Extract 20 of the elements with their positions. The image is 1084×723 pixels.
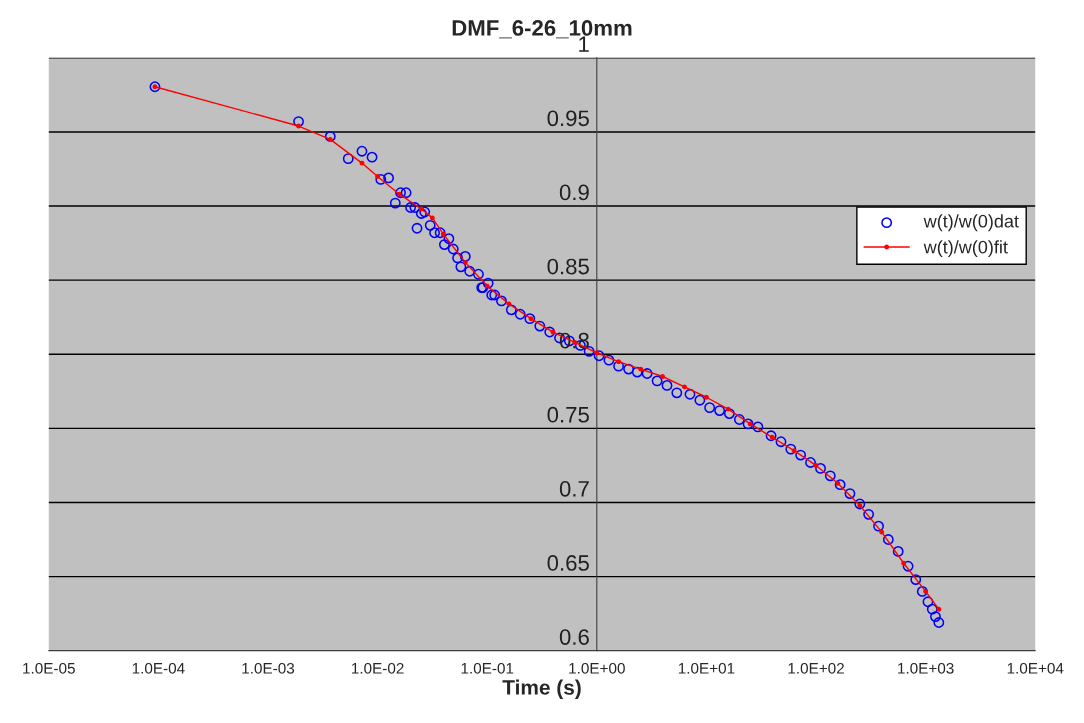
x-tick-label: 1.0E+03	[898, 662, 954, 674]
x-tick-label: 1.0E-03	[242, 662, 295, 674]
x-tick-label: 1.0E+00	[569, 662, 625, 674]
x-tick-label: 1.0E-02	[352, 662, 404, 674]
y-tick-label: 0.7	[559, 480, 589, 497]
x-tick-label: 1.0E+04	[1007, 662, 1064, 674]
x-tick-label: 1.0E-04	[132, 662, 185, 674]
x-axis-title: Time (s)	[502, 679, 581, 699]
y-tick-label: 0.9	[559, 184, 589, 201]
x-tick-label: 1.0E+02	[788, 662, 844, 674]
legend-label: w(t)/w(0)fit	[923, 240, 1008, 258]
y-tick-label: 0.95	[547, 110, 589, 127]
y-tick-label: 0.65	[547, 555, 589, 571]
legend-label: w(t)/w(0)dat	[923, 214, 1019, 232]
x-tick-label: 1.0E-01	[461, 662, 514, 674]
x-tick-label: 1.0E+01	[678, 662, 735, 674]
y-tick-label: 0.85	[547, 258, 589, 275]
y-tick-label: 0.6	[559, 629, 589, 645]
y-tick-label: 0.75	[547, 406, 589, 423]
x-tick-label: 1.0E-05	[23, 662, 75, 674]
